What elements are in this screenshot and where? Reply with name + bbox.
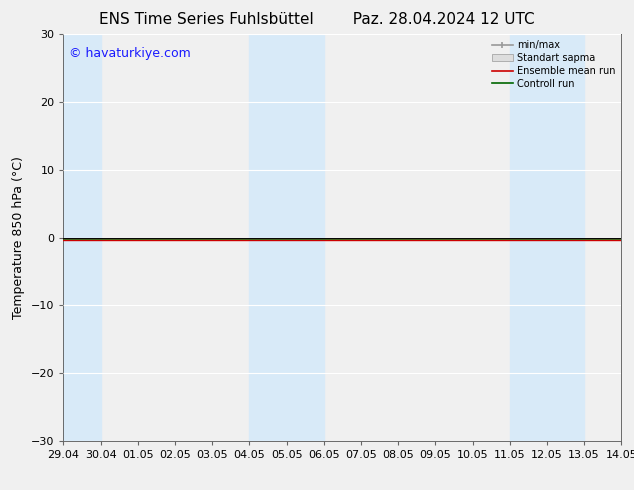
Bar (63, 34, 101, 441)
Text: ENS Time Series Fuhlsbüttel        Paz. 28.04.2024 12 UTC: ENS Time Series Fuhlsbüttel Paz. 28.04.2… (99, 12, 535, 27)
Bar (510, 34, 584, 441)
Y-axis label: Temperature 850 hPa (°C): Temperature 850 hPa (°C) (12, 156, 25, 319)
Text: © havaturkiye.com: © havaturkiye.com (69, 47, 191, 59)
Legend: min/max, Standart sapma, Ensemble mean run, Controll run: min/max, Standart sapma, Ensemble mean r… (488, 36, 619, 93)
Bar (249, 34, 324, 441)
